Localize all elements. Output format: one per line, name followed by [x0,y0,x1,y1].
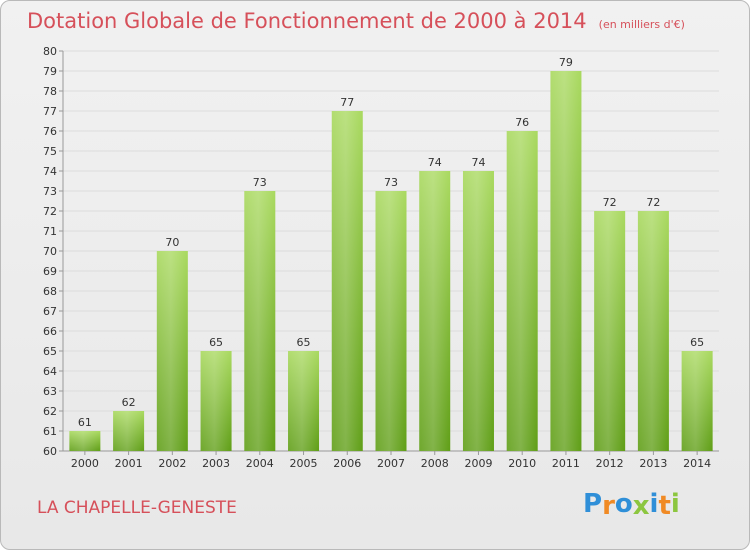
y-tick-label: 70 [43,245,57,258]
bar-highlight [419,171,451,451]
bar-value-label: 70 [165,236,179,249]
bar-highlight [200,351,232,451]
bar-highlight [550,71,582,451]
bar-value-label: 76 [515,116,529,129]
bar-value-label: 62 [122,396,136,409]
logo-letter: i [670,489,680,519]
y-tick-label: 67 [43,305,57,318]
x-tick-label: 2001 [115,457,143,470]
y-tick-label: 68 [43,285,57,298]
x-tick-label: 2012 [596,457,624,470]
y-tick-label: 71 [43,225,57,238]
bar-highlight [288,351,320,451]
y-tick-label: 80 [43,45,57,58]
bar-value-label: 61 [78,416,92,429]
x-tick-label: 2008 [421,457,449,470]
commune-label: LA CHAPELLE-GENESTE [37,498,237,518]
bar-value-label: 72 [603,196,617,209]
bar-highlight [69,431,101,451]
y-tick-label: 61 [43,425,57,438]
chart-subtitle: (en milliers d'€) [598,18,685,31]
y-tick-label: 77 [43,105,57,118]
y-tick-label: 66 [43,325,57,338]
y-tick-label: 79 [43,65,57,78]
bar-highlight [113,411,145,451]
bar-value-label: 73 [253,176,267,189]
x-tick-label: 2005 [290,457,318,470]
bar-value-label: 74 [471,156,485,169]
bar-highlight [506,131,538,451]
logo-letter: o [614,489,633,519]
bar-value-label: 72 [646,196,660,209]
logo-letter: i [649,489,659,519]
x-tick-label: 2007 [377,457,405,470]
y-tick-label: 72 [43,205,57,218]
y-tick-label: 63 [43,385,57,398]
x-tick-label: 2011 [552,457,580,470]
bar-value-label: 73 [384,176,398,189]
bar-highlight [681,351,713,451]
y-tick-label: 62 [43,405,57,418]
bar-highlight [462,171,494,451]
bar-highlight [594,211,626,451]
x-tick-label: 2013 [639,457,667,470]
logo-letter: x [632,491,650,521]
bar-value-label: 65 [690,336,704,349]
y-tick-label: 65 [43,345,57,358]
logo-letter: P [583,489,603,519]
x-tick-label: 2009 [464,457,492,470]
y-tick-label: 64 [43,365,57,378]
label-layer: 61 62 70 65 73 65 77 73 74 74 76 79 72 72 65 [78,56,704,429]
bar-value-label: 79 [559,56,573,69]
x-tick-label: 2000 [71,457,99,470]
bar-value-label: 65 [209,336,223,349]
bar-highlight [244,191,276,451]
x-tick-label: 2014 [683,457,711,470]
y-tick-label: 75 [43,145,57,158]
x-tick-label: 2003 [202,457,230,470]
x-tick-label: 2004 [246,457,274,470]
logo-letter: t [658,491,671,521]
y-tick-label: 60 [43,445,57,458]
proxiti-logo: Proxiti [583,489,680,521]
x-tick-label: 2010 [508,457,536,470]
y-tick-label: 73 [43,185,57,198]
chart-title: Dotation Globale de Fonctionnement de 20… [27,9,685,33]
bar-value-label: 65 [297,336,311,349]
x-tick-label: 2002 [158,457,186,470]
y-tick-label: 69 [43,265,57,278]
logo-letter: r [602,491,615,521]
y-tick-label: 76 [43,125,57,138]
y-tick-label: 74 [43,165,57,178]
bar-value-label: 77 [340,96,354,109]
bar-highlight [375,191,407,451]
x-tick-label: 2006 [333,457,361,470]
bar-value-label: 74 [428,156,442,169]
bar-highlight [637,211,669,451]
bar-highlight [156,251,188,451]
chart-title-text: Dotation Globale de Fonctionnement de 20… [27,9,587,33]
bar-highlight [331,111,363,451]
y-tick-label: 78 [43,85,57,98]
bar-layer [69,71,713,451]
